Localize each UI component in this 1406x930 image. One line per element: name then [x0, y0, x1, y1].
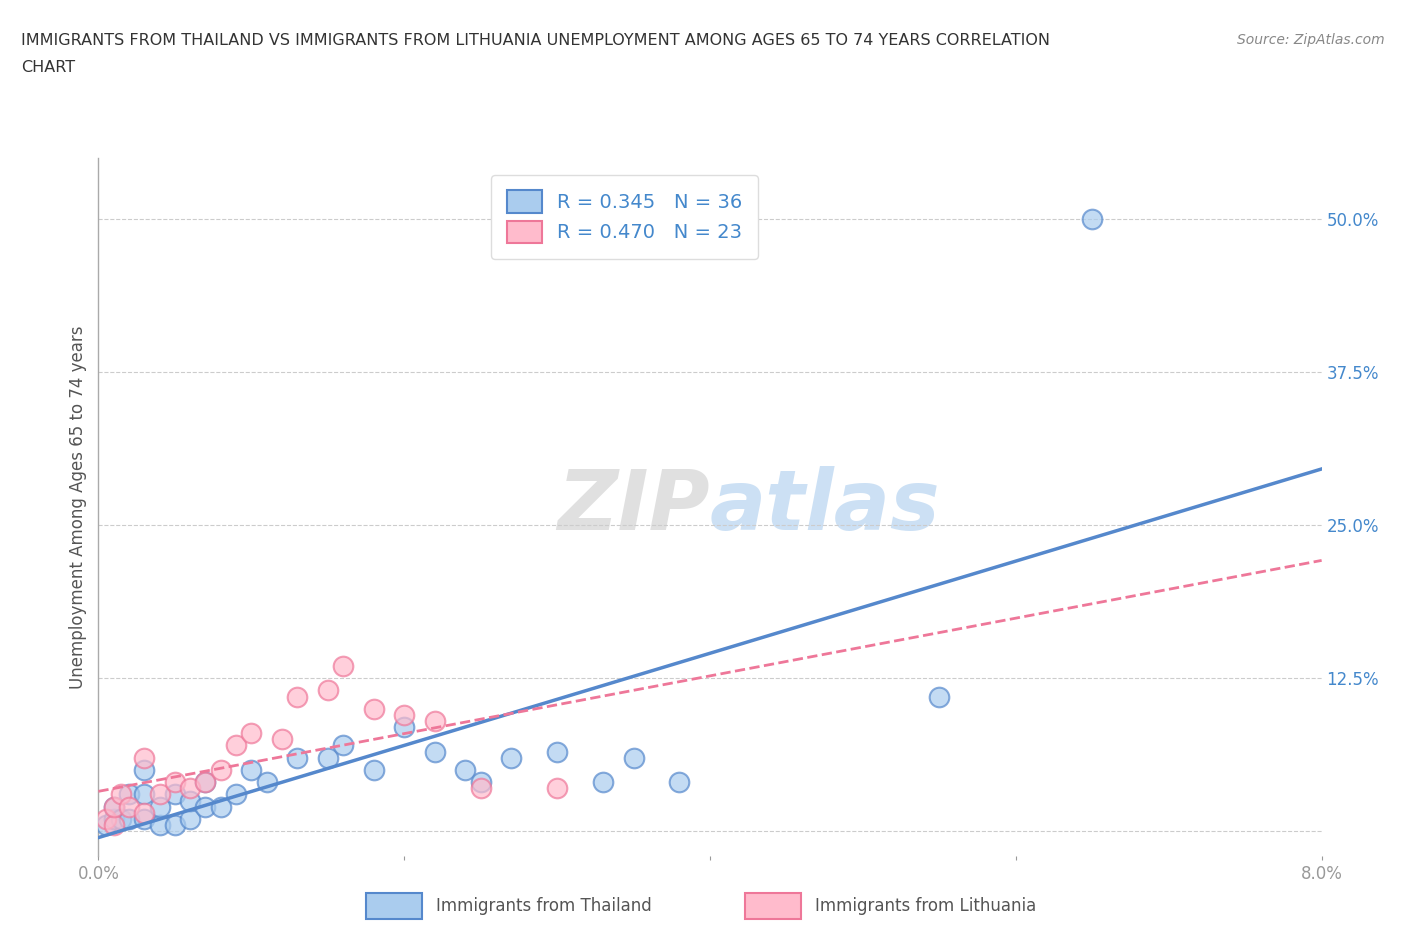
Point — [225, 738, 247, 753]
Point — [103, 799, 125, 814]
Point — [103, 817, 125, 832]
Legend: R = 0.345   N = 36, R = 0.470   N = 23: R = 0.345 N = 36, R = 0.470 N = 23 — [491, 175, 758, 259]
Point — [1081, 212, 1104, 227]
Point — [392, 720, 416, 735]
Point — [94, 817, 117, 832]
Text: ZIP: ZIP — [557, 466, 710, 548]
Point — [134, 805, 156, 820]
Point — [423, 713, 446, 728]
Point — [546, 781, 568, 796]
Text: IMMIGRANTS FROM THAILAND VS IMMIGRANTS FROM LITHUANIA UNEMPLOYMENT AMONG AGES 65: IMMIGRANTS FROM THAILAND VS IMMIGRANTS F… — [21, 33, 1050, 47]
Point — [194, 775, 217, 790]
Point — [118, 799, 141, 814]
Point — [149, 787, 172, 802]
Point — [194, 799, 217, 814]
Point — [240, 725, 263, 740]
Point — [179, 781, 201, 796]
Point — [332, 658, 354, 673]
Point — [592, 775, 614, 790]
Text: Immigrants from Thailand: Immigrants from Thailand — [436, 897, 651, 915]
Point — [163, 787, 186, 802]
Point — [134, 763, 156, 777]
Point — [256, 775, 278, 790]
Point — [163, 817, 186, 832]
Point — [546, 744, 568, 759]
Point — [194, 775, 217, 790]
Point — [134, 787, 156, 802]
Point — [94, 812, 117, 827]
Text: CHART: CHART — [21, 60, 75, 75]
Point — [470, 775, 492, 790]
Point — [134, 751, 156, 765]
Point — [149, 817, 172, 832]
Point — [103, 799, 125, 814]
Point — [110, 812, 132, 827]
Point — [423, 744, 446, 759]
Point — [668, 775, 690, 790]
Point — [110, 787, 132, 802]
Text: atlas: atlas — [710, 466, 941, 548]
Point — [928, 689, 950, 704]
Point — [363, 701, 385, 716]
Point — [316, 751, 339, 765]
Point — [240, 763, 263, 777]
Point — [134, 812, 156, 827]
Point — [316, 683, 339, 698]
Point — [118, 812, 141, 827]
Point — [285, 689, 308, 704]
Point — [363, 763, 385, 777]
Point — [332, 738, 354, 753]
Text: Immigrants from Lithuania: Immigrants from Lithuania — [815, 897, 1036, 915]
Text: Source: ZipAtlas.com: Source: ZipAtlas.com — [1237, 33, 1385, 46]
Point — [454, 763, 477, 777]
Point — [179, 812, 201, 827]
Point — [392, 708, 416, 723]
Y-axis label: Unemployment Among Ages 65 to 74 years: Unemployment Among Ages 65 to 74 years — [69, 326, 87, 688]
Point — [209, 799, 232, 814]
Point — [225, 787, 247, 802]
Point — [103, 812, 125, 827]
Point — [623, 751, 645, 765]
Point — [209, 763, 232, 777]
Point — [285, 751, 308, 765]
Point — [179, 793, 201, 808]
Point — [149, 799, 172, 814]
Point — [501, 751, 523, 765]
Point — [118, 787, 141, 802]
Point — [470, 781, 492, 796]
Point — [270, 732, 294, 747]
Point — [163, 775, 186, 790]
